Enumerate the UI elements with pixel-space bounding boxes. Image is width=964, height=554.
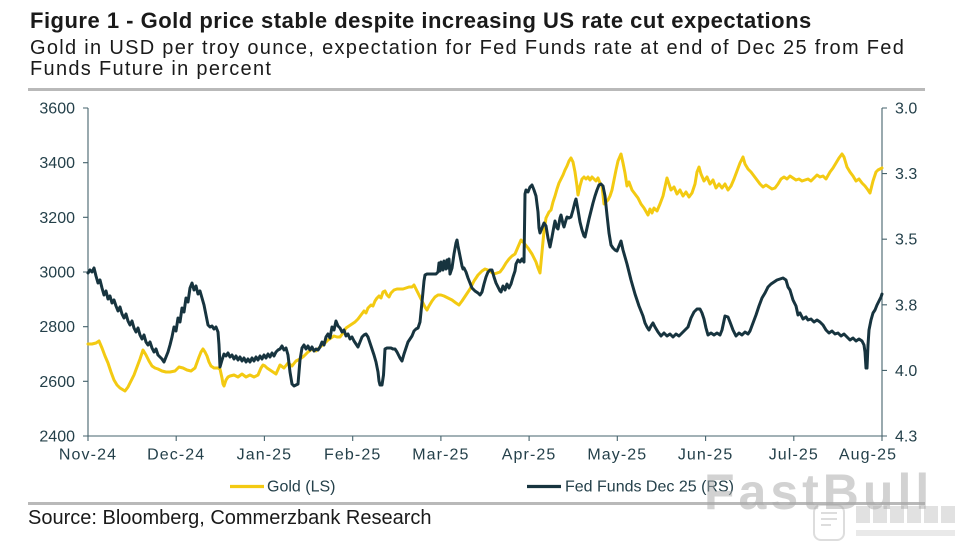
svg-text:Jun-25: Jun-25 [678,447,734,464]
svg-text:2600: 2600 [39,374,75,391]
svg-text:Jan-25: Jan-25 [237,447,293,464]
svg-text:Apr-25: Apr-25 [502,447,557,464]
svg-text:Fed Funds Dec 25 (RS): Fed Funds Dec 25 (RS) [565,479,734,496]
svg-text:3400: 3400 [39,155,75,172]
svg-text:4.0: 4.0 [895,363,917,380]
svg-text:3600: 3600 [39,101,75,118]
svg-text:3.0: 3.0 [895,101,917,118]
svg-text:4.3: 4.3 [895,429,917,446]
svg-text:2400: 2400 [39,429,75,446]
svg-text:Feb-25: Feb-25 [324,447,381,464]
svg-text:2800: 2800 [39,319,75,336]
svg-text:3.8: 3.8 [895,297,917,314]
svg-text:3.5: 3.5 [895,232,917,249]
svg-text:3.3: 3.3 [895,166,917,183]
svg-text:Dec-24: Dec-24 [147,447,205,464]
svg-text:Aug-25: Aug-25 [839,447,897,464]
svg-text:Gold (LS): Gold (LS) [267,479,335,496]
svg-text:Mar-25: Mar-25 [412,447,469,464]
svg-text:Nov-24: Nov-24 [59,447,117,464]
svg-text:3200: 3200 [39,210,75,227]
svg-text:3000: 3000 [39,265,75,282]
svg-text:Jul-25: Jul-25 [769,447,819,464]
svg-text:May-25: May-25 [587,447,647,464]
